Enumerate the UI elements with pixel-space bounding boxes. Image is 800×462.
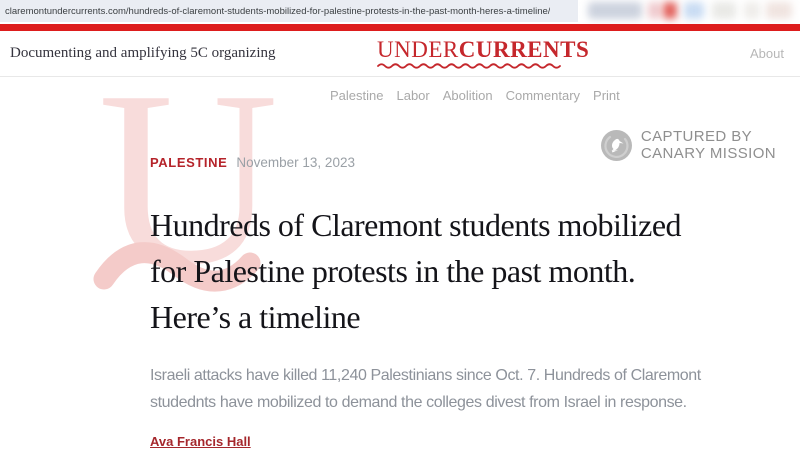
canary-badge-line1: CAPTURED BY (640, 128, 753, 145)
headline-line: Hundreds of Claremont students mobilized (150, 207, 682, 243)
article-deck: Israeli attacks have killed 11,240 Pales… (150, 362, 701, 416)
main-nav: Palestine Labor Abolition Commentary Pri… (330, 78, 620, 112)
article-hero: U CAPTURED BY CANARY MISSION PALESTINE N… (0, 54, 800, 462)
nav-item-abolition[interactable]: Abolition (442, 87, 493, 103)
logo-part-currents: CURRENTS (458, 37, 590, 62)
nav-item-print[interactable]: Print (593, 87, 620, 103)
canary-badge-line2: CANARY MISSION (640, 145, 776, 162)
browser-extension-blob (588, 2, 642, 19)
browser-extension-blob (766, 2, 792, 19)
deck-line: Israeli attacks have killed 11,240 Pales… (150, 367, 701, 384)
site-tagline: Documenting and amplifying 5C organizing (10, 45, 276, 61)
deck-line: studednts have mobilized to demand the c… (150, 394, 687, 411)
brand-red-bar (0, 24, 800, 31)
author-link[interactable]: Ava Francis Hall (150, 434, 251, 449)
about-link[interactable]: About (750, 46, 784, 61)
site-logo-text: UNDERCURRENTS (377, 38, 589, 62)
site-header: Documenting and amplifying 5C organizing… (0, 31, 800, 77)
url-bar[interactable]: claremontundercurrents.com/hundreds-of-c… (0, 0, 578, 22)
browser-top-bar: claremontundercurrents.com/hundreds-of-c… (0, 0, 800, 24)
nav-item-commentary[interactable]: Commentary (505, 87, 581, 103)
nav-item-labor[interactable]: Labor (396, 87, 430, 103)
nav-item-palestine[interactable]: Palestine (330, 87, 384, 103)
logo-part-under: UNDER (377, 37, 459, 62)
watermark-wave-icon (93, 242, 261, 292)
url-text: claremontundercurrents.com/hundreds-of-c… (5, 5, 551, 17)
browser-extension-blob (648, 2, 661, 19)
article-headline: Hundreds of Claremont students mobilized… (150, 202, 682, 340)
headline-line: Here’s a timeline (150, 299, 361, 335)
site-logo[interactable]: UNDERCURRENTS (377, 38, 589, 69)
headline-line: for Palestine protests in the past month… (150, 253, 636, 289)
browser-extension-blob (684, 2, 704, 19)
logo-wave-icon (377, 63, 561, 69)
article-meta: PALESTINE November 13, 2023 (150, 155, 355, 170)
browser-extension-blob (744, 2, 760, 19)
canary-bird-icon (600, 129, 632, 161)
publish-date: November 13, 2023 (236, 155, 355, 170)
browser-extension-blob (663, 2, 677, 19)
canary-badge-text: CAPTURED BY CANARY MISSION (641, 128, 776, 162)
browser-extension-blob (712, 2, 736, 19)
category-label[interactable]: PALESTINE (150, 155, 228, 170)
canary-mission-badge: CAPTURED BY CANARY MISSION (600, 128, 776, 162)
